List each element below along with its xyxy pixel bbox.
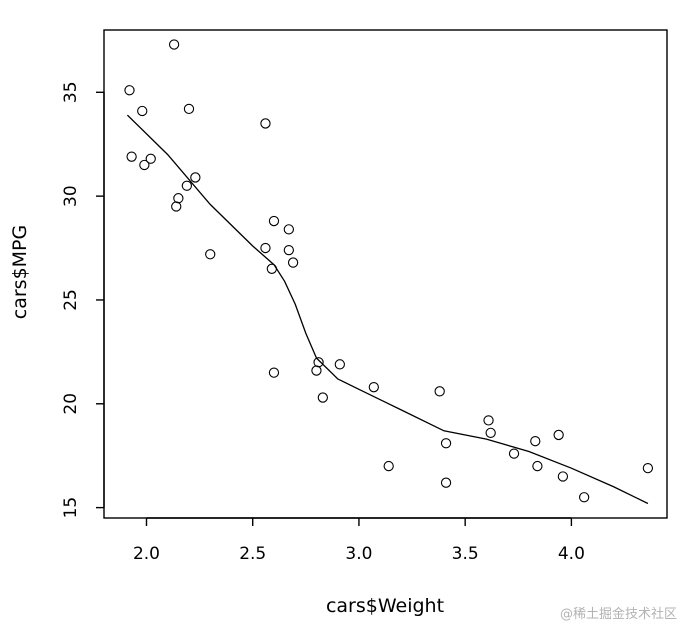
data-point (145, 153, 156, 164)
data-point (173, 193, 184, 204)
data-point (268, 367, 280, 378)
y-tick-label: 35 (61, 81, 81, 103)
data-point (578, 492, 590, 503)
y-axis: 15 20 25 30 35 (61, 81, 105, 519)
data-point (334, 359, 345, 370)
data-point (137, 105, 148, 117)
y-tick-label: 30 (61, 185, 81, 207)
y-axis-title: cars$MPG (9, 225, 31, 319)
data-point (553, 429, 564, 441)
data-point (283, 244, 294, 256)
data-point (557, 471, 569, 482)
data-point (171, 201, 182, 212)
x-tick-label: 3.5 (452, 544, 479, 564)
x-tick-label: 2.5 (239, 544, 266, 564)
data-point (508, 448, 520, 459)
data-point (530, 436, 541, 447)
data-point (434, 386, 445, 397)
data-point (287, 257, 299, 268)
y-tick-label: 15 (61, 497, 81, 519)
y-tick-label: 20 (61, 393, 81, 415)
smooth-line (126, 114, 649, 505)
watermark: @稀土掘金技术社区 (559, 607, 677, 622)
x-axis: 2.0 2.5 3.0 3.5 4.0 (133, 517, 585, 564)
data-point (126, 151, 137, 162)
data-point (268, 215, 280, 227)
data-point (205, 249, 216, 260)
data-point (139, 159, 150, 171)
data-point (317, 392, 328, 403)
data-point (368, 382, 379, 393)
data-point (168, 39, 180, 50)
data-point (260, 118, 271, 129)
data-point (311, 365, 322, 376)
data-point (266, 263, 277, 274)
data-point (483, 415, 494, 426)
y-tick-label: 25 (61, 289, 81, 311)
data-point (313, 357, 324, 368)
data-point (383, 460, 394, 472)
data-point (440, 477, 452, 488)
x-axis-title: cars$Weight (326, 595, 444, 617)
data-point (183, 103, 195, 115)
data-point (283, 224, 294, 235)
x-tick-label: 2.0 (133, 544, 160, 564)
data-point (440, 438, 452, 449)
data-point (485, 427, 496, 439)
x-tick-label: 4.0 (558, 544, 585, 564)
data-point (181, 180, 193, 191)
x-tick-label: 3.0 (345, 544, 372, 564)
data-point (532, 460, 543, 472)
data-point (190, 172, 201, 183)
data-point (642, 463, 654, 474)
data-point (124, 85, 135, 96)
data-points (124, 39, 654, 503)
data-point (260, 242, 271, 254)
plot-frame (103, 29, 668, 519)
